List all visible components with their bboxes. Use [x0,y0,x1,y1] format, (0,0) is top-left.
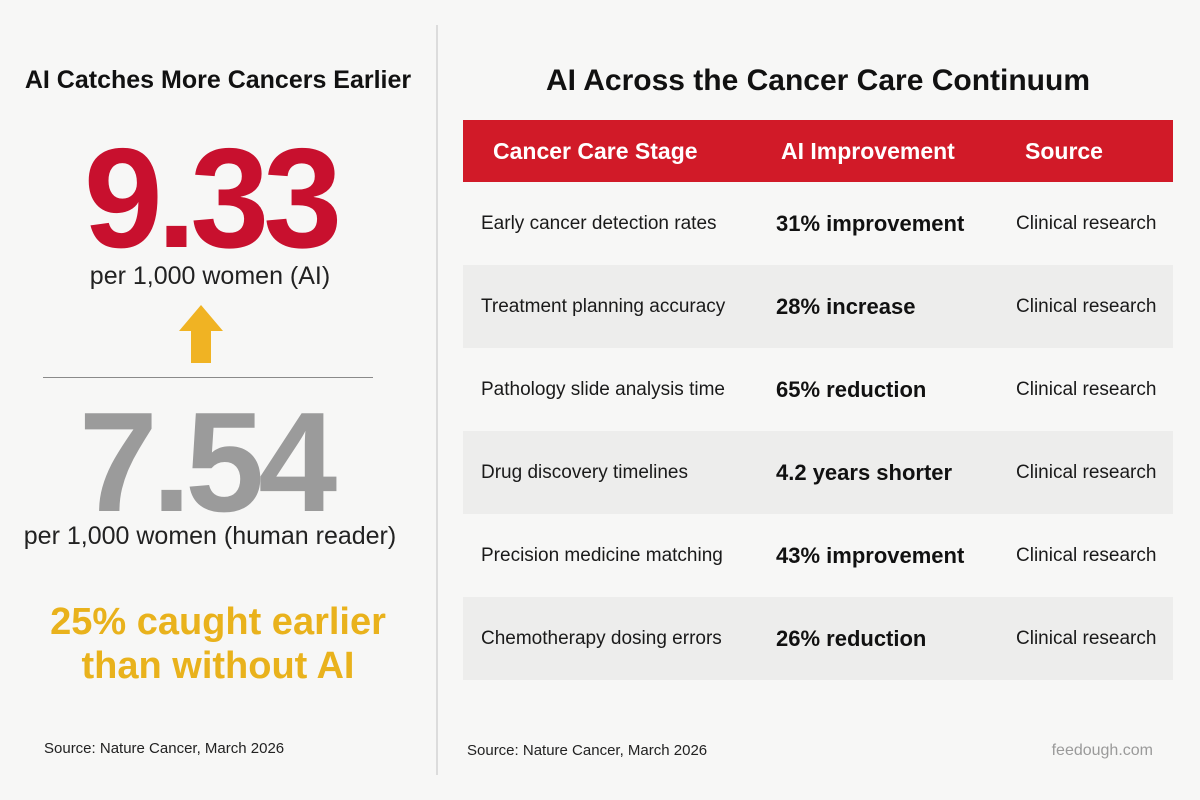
panel-divider [436,25,438,775]
source-cell: Clinical research [1016,378,1157,400]
improvement-cell: 65% reduction [776,376,927,402]
site-watermark: feedough.com [1051,742,1153,759]
stat-divider [43,377,373,378]
improvement-cell: 28% increase [776,293,916,319]
table-row: Chemotherapy dosing errors 26% reduction… [463,597,1173,680]
ai-detection-rate: 9.33 [83,119,342,278]
stage-cell: Precision medicine matching [481,544,723,566]
table-header: Cancer Care Stage AI Improvement Source [463,120,1173,182]
column-header-source: Source [1025,137,1103,164]
stage-cell: Drug discovery timelines [481,461,688,483]
source-cell: Clinical research [1016,544,1157,566]
human-detection-rate: 7.54 [78,383,337,542]
earlier-line-2: than without AI [81,645,355,687]
improvement-cell: 31% improvement [776,210,965,236]
earlier-line-1: 25% caught earlier [50,601,386,643]
source-cell: Clinical research [1016,295,1157,317]
improvement-cell: 26% reduction [776,625,927,651]
care-continuum-table: Cancer Care Stage AI Improvement Source … [463,120,1173,680]
left-source-note: Source: Nature Cancer, March 2026 [44,740,285,757]
improvement-cell: 4.2 years shorter [776,459,953,485]
stage-cell: Treatment planning accuracy [481,295,726,317]
earlier-detection-highlight: 25% caught earlier than without AI [0,600,436,688]
source-cell: Clinical research [1016,461,1157,483]
stage-cell: Early cancer detection rates [481,212,717,234]
right-panel-title: AI Across the Cancer Care Continuum [546,64,1090,97]
right-source-note: Source: Nature Cancer, March 2026 [467,742,708,759]
stage-cell: Chemotherapy dosing errors [481,627,722,649]
source-cell: Clinical research [1016,212,1157,234]
left-panel-title: AI Catches More Cancers Earlier [24,66,412,94]
table-row: Treatment planning accuracy 28% increase… [463,265,1173,348]
column-header-stage: Cancer Care Stage [493,137,698,164]
table-row: Drug discovery timelines 4.2 years short… [463,431,1173,514]
improvement-cell: 43% improvement [776,542,965,568]
table-row: Early cancer detection rates 31% improve… [463,182,1173,265]
column-header-improvement: AI Improvement [781,137,955,164]
table-row: Pathology slide analysis time 65% reduct… [463,348,1173,431]
ai-detection-caption: per 1,000 women (AI) [89,262,331,290]
table-row: Precision medicine matching 43% improvem… [463,514,1173,597]
human-detection-caption: per 1,000 women (human reader) [23,522,397,550]
stage-cell: Pathology slide analysis time [481,378,725,400]
source-cell: Clinical research [1016,627,1157,649]
up-arrow-icon [179,305,223,368]
left-panel: AI Catches More Cancers Earlier 9.33 per… [0,0,436,800]
